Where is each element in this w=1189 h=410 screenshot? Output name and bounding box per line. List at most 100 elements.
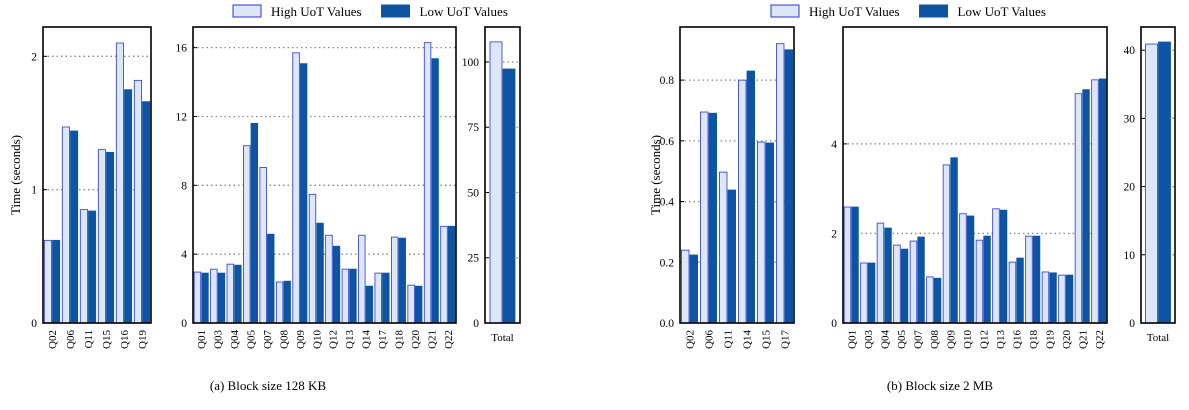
bar bbox=[349, 268, 357, 324]
bar bbox=[115, 42, 124, 324]
bar bbox=[926, 276, 934, 324]
bar bbox=[88, 210, 97, 324]
bar bbox=[292, 52, 300, 324]
y-tick-label: 0.4 bbox=[660, 197, 675, 209]
bar bbox=[727, 189, 736, 324]
caption: (a) Block size 128 KB bbox=[210, 378, 327, 393]
x-tick-label: Q21 bbox=[426, 330, 438, 349]
bar bbox=[942, 164, 951, 324]
bar bbox=[374, 272, 382, 324]
x-tick-label: Q22 bbox=[1094, 330, 1106, 349]
bar bbox=[900, 248, 909, 324]
y-tick-label: 75 bbox=[468, 122, 480, 134]
bar bbox=[365, 285, 374, 324]
x-tick-label: Q03 bbox=[863, 330, 875, 349]
x-tick-label: Q05 bbox=[896, 330, 908, 349]
axes-frame bbox=[42, 26, 152, 324]
bar bbox=[234, 264, 242, 324]
bar bbox=[1041, 271, 1050, 324]
x-tick-label: Q08 bbox=[278, 330, 290, 349]
x-tick-label: Q15 bbox=[101, 330, 113, 349]
bar bbox=[275, 281, 284, 324]
bar bbox=[992, 208, 1000, 324]
bar bbox=[502, 68, 516, 324]
bar bbox=[700, 111, 709, 324]
legend-swatch bbox=[232, 4, 262, 18]
bar bbox=[415, 285, 423, 324]
y-tick-label: 12 bbox=[176, 111, 188, 123]
bar bbox=[341, 268, 350, 324]
x-tick-label: Q01 bbox=[846, 330, 858, 349]
y-tick-label: 0.8 bbox=[660, 75, 675, 87]
bar bbox=[776, 43, 785, 324]
bar bbox=[226, 263, 234, 324]
x-tick-label: Q19 bbox=[137, 330, 149, 349]
y-tick-label: 0 bbox=[1129, 318, 1135, 330]
bar bbox=[193, 271, 202, 324]
y-tick-label: 8 bbox=[181, 180, 187, 192]
y-tick-label: 0 bbox=[31, 318, 37, 330]
y-tick-label: 2 bbox=[31, 51, 37, 63]
bar bbox=[983, 235, 991, 324]
bar bbox=[358, 234, 366, 324]
bar bbox=[738, 79, 747, 324]
bar bbox=[681, 249, 690, 324]
x-tick-label: Q10 bbox=[311, 330, 323, 349]
legend-label: Low UoT Values bbox=[420, 4, 508, 19]
x-tick-label: Q16 bbox=[1011, 330, 1023, 349]
bar bbox=[843, 206, 852, 324]
bar bbox=[975, 239, 984, 324]
y-tick-label: 4 bbox=[831, 139, 837, 151]
bar bbox=[1025, 235, 1033, 324]
bar bbox=[243, 145, 251, 324]
axes-frame bbox=[842, 26, 1108, 324]
y-axis-label: Time (seconds) bbox=[648, 135, 663, 215]
bar bbox=[217, 272, 226, 324]
bar bbox=[757, 141, 766, 324]
y-tick-label: 0 bbox=[473, 318, 479, 330]
x-tick-label: Q18 bbox=[1028, 330, 1040, 349]
bar bbox=[884, 227, 892, 324]
bar bbox=[431, 58, 439, 324]
bar bbox=[708, 112, 717, 324]
x-tick-label: Q11 bbox=[83, 330, 95, 349]
bar bbox=[142, 101, 151, 324]
bar bbox=[61, 126, 70, 324]
bar bbox=[440, 225, 448, 324]
bar bbox=[325, 234, 333, 324]
bar bbox=[893, 244, 901, 324]
bar bbox=[1158, 41, 1171, 324]
bar bbox=[867, 262, 876, 324]
bar bbox=[1074, 93, 1083, 324]
x-tick-label: Q17 bbox=[377, 330, 389, 349]
bar bbox=[398, 237, 406, 324]
bar bbox=[201, 272, 209, 324]
x-tick-label: Q06 bbox=[65, 330, 77, 349]
x-tick-label: Q08 bbox=[929, 330, 941, 349]
x-tick-label: Q03 bbox=[213, 330, 225, 349]
bar bbox=[746, 70, 755, 324]
legend-swatch bbox=[770, 4, 800, 18]
bar bbox=[1098, 78, 1107, 324]
bar bbox=[1058, 274, 1066, 324]
caption: (b) Block size 2 MB bbox=[887, 378, 993, 393]
bar bbox=[267, 233, 275, 324]
x-tick-label: Q10 bbox=[962, 330, 974, 349]
bar bbox=[210, 268, 218, 324]
x-tick-label: Q21 bbox=[1077, 330, 1089, 349]
bar bbox=[407, 284, 415, 324]
bar bbox=[917, 236, 925, 324]
y-tick-label: 40 bbox=[1124, 45, 1136, 57]
x-tick-label: Q09 bbox=[945, 330, 957, 349]
x-tick-label: Q13 bbox=[344, 330, 356, 349]
bar bbox=[382, 272, 390, 324]
bar bbox=[689, 254, 698, 324]
bar bbox=[966, 215, 975, 324]
bar bbox=[259, 167, 267, 324]
x-tick-label: Total bbox=[491, 332, 513, 344]
axes-frame bbox=[484, 26, 521, 324]
bar bbox=[784, 49, 793, 324]
bar bbox=[332, 245, 341, 324]
y-tick-label: 0.0 bbox=[660, 318, 675, 330]
x-tick-label: Q20 bbox=[1061, 330, 1073, 349]
